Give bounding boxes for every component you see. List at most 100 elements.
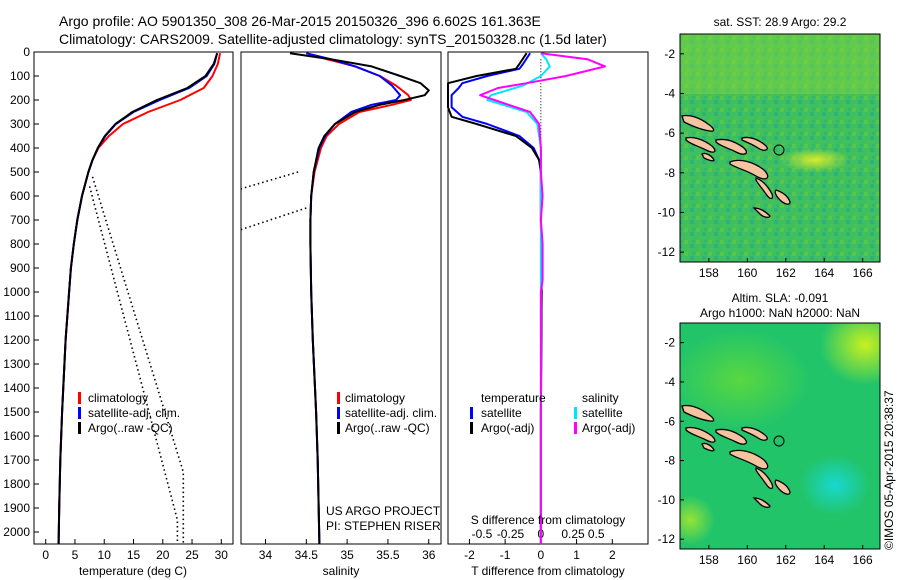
dotted-reference-line (91, 176, 185, 544)
legend-satellite: satellite-adj. clim. (345, 406, 437, 420)
s-diff-tick-label: -0.25 (497, 527, 525, 541)
legend-swatch-climatology (337, 392, 340, 404)
dotted-reference-line (240, 171, 299, 190)
legend-s-argo: Argo(-adj) (582, 421, 635, 435)
temperature-plot-frame (33, 51, 234, 545)
island-shape (715, 428, 748, 445)
t-difference-x-label: T difference from climatology (471, 564, 625, 578)
island-shape (685, 136, 716, 153)
x-tick-label: 34.5 (295, 548, 319, 562)
sla-low-region (800, 455, 870, 515)
depth-tick-label: 700 (10, 213, 30, 227)
argo-float-marker (773, 144, 785, 156)
series-line-s-argo-adj (479, 52, 607, 544)
island-shape (681, 404, 715, 422)
coastline (681, 404, 791, 508)
lon-tick-label: 166 (853, 266, 873, 280)
series-line-argo-raw-qc (289, 52, 430, 545)
depth-tick-label: 1200 (3, 333, 30, 347)
island-shape (755, 467, 774, 490)
island-shape (729, 449, 769, 470)
salinity-legend: climatology satellite-adj. clim. Argo(..… (337, 391, 437, 435)
title-line-2: Climatology: CARS2009. Satellite-adjuste… (59, 31, 607, 47)
s-diff-tick-label: 0.25 (561, 527, 585, 541)
sst-map-panel: sat. SST: 28.9 Argo: 29.2 -2 -4 -6 -8 -10 -12… (658, 15, 881, 280)
depth-tick-label: 300 (10, 117, 30, 131)
sla-high-region (820, 323, 880, 385)
depth-tick-label: 800 (10, 237, 30, 251)
island-shape (701, 152, 715, 162)
argo-float-marker (773, 435, 785, 447)
sla-map-subtitle: Argo h1000: NaN h2000: NaN (700, 306, 860, 320)
pi-label: PI: STEPHEN RISER (326, 519, 441, 533)
depth-tick-label: 2000 (3, 525, 30, 539)
lat-tick-label: -4 (664, 86, 675, 100)
depth-tick-label: 1500 (3, 405, 30, 419)
x-tick-label: -1 (500, 548, 511, 562)
sst-map-title: sat. SST: 28.9 Argo: 29.2 (714, 15, 847, 29)
temperature-x-label: temperature (deg C) (79, 564, 187, 578)
depth-tick-label: 200 (10, 93, 30, 107)
lon-tick-label: 158 (699, 553, 719, 567)
lat-tick-label: -2 (664, 47, 675, 61)
salinity-x-axis: 34 34.5 35 35.5 36 (259, 539, 436, 562)
island-shape (715, 138, 748, 155)
temperature-x-axis: 0 5 10 15 20 25 30 (42, 539, 228, 562)
x-tick-label: 2 (609, 548, 616, 562)
project-label: US ARGO PROJECT (326, 504, 441, 518)
sst-map-axes: -2 -4 -6 -8 -10 -12 158 160 162 164 166 (658, 47, 873, 280)
s-difference-x-label: S difference from climatology (471, 513, 626, 527)
depth-tick-label: 1600 (3, 429, 30, 443)
sla-light-region (680, 330, 810, 430)
lon-tick-label: 160 (737, 553, 757, 567)
salinity-x-label: salinity (323, 564, 360, 578)
x-tick-label: 25 (185, 548, 199, 562)
depth-tick-label: 1800 (3, 477, 30, 491)
depth-tick-label: 400 (10, 141, 30, 155)
depth-tick-label: 1700 (3, 453, 30, 467)
dotted-reference-line (88, 186, 179, 544)
island-shape (752, 497, 771, 508)
island-shape (774, 479, 791, 495)
sst-field (680, 34, 880, 262)
legend-t-satellite: satellite (481, 406, 522, 420)
legend-salinity-title: salinity (582, 391, 619, 405)
legend-argo: Argo(..raw -QC) (88, 421, 173, 435)
depth-tick-label: 100 (10, 69, 30, 83)
x-tick-label: 0 (42, 548, 49, 562)
sla-field (680, 323, 880, 549)
salinity-series (289, 52, 430, 545)
legend-temperature-title: temperature (481, 391, 546, 405)
lat-tick-label: -10 (658, 205, 676, 219)
difference-panel: -2 -1 0 1 2-0.5 -0.25 0 0.25 0.5 T difference fr… (447, 51, 649, 578)
legend-swatch-t-satellite (470, 407, 473, 419)
x-tick-label: 35 (340, 548, 354, 562)
legend-swatch-t-argo (470, 422, 473, 434)
island-shape (701, 442, 715, 452)
island-shape (685, 426, 716, 443)
legend-swatch-s-argo (574, 422, 577, 434)
legend-swatch-satellite (337, 407, 340, 419)
lat-tick-label: -8 (664, 166, 675, 180)
x-tick-label: 34 (259, 548, 273, 562)
lat-tick-label: -6 (664, 126, 675, 140)
x-tick-label: 15 (127, 548, 141, 562)
series-line-argo-raw-qc (57, 52, 219, 545)
depth-tick-label: 1100 (4, 309, 30, 323)
depth-tick-label: 1900 (3, 501, 30, 515)
lon-tick-label: 164 (814, 266, 834, 280)
lon-tick-label: 162 (776, 266, 796, 280)
island-shape (752, 207, 771, 218)
lat-tick-label: -2 (664, 336, 675, 350)
lon-tick-label: 160 (737, 266, 757, 280)
depth-tick-label: 0 (23, 45, 30, 59)
temperature-series (57, 52, 222, 545)
x-tick-label: 10 (98, 548, 112, 562)
sla-map-panel: Altim. SLA: -0.091 Argo h1000: NaN h2000… (658, 291, 881, 567)
x-tick-label: 36 (422, 548, 436, 562)
title-line-1: Argo profile: AO 5901350_308 26-Mar-2015… (59, 13, 541, 29)
legend-satellite: satellite-adj. clim. (88, 406, 180, 420)
lon-tick-label: 164 (814, 553, 834, 567)
sst-map-frame (679, 33, 881, 263)
